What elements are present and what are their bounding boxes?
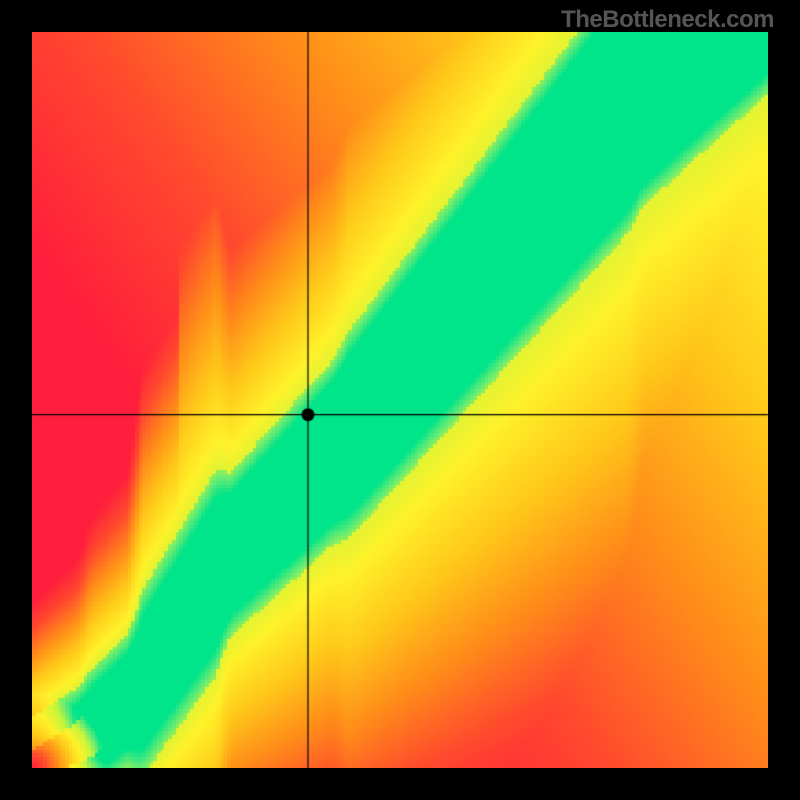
overlay-canvas [0, 0, 800, 800]
watermark-text: TheBottleneck.com [561, 6, 774, 34]
chart-stage: TheBottleneck.com [0, 0, 800, 800]
